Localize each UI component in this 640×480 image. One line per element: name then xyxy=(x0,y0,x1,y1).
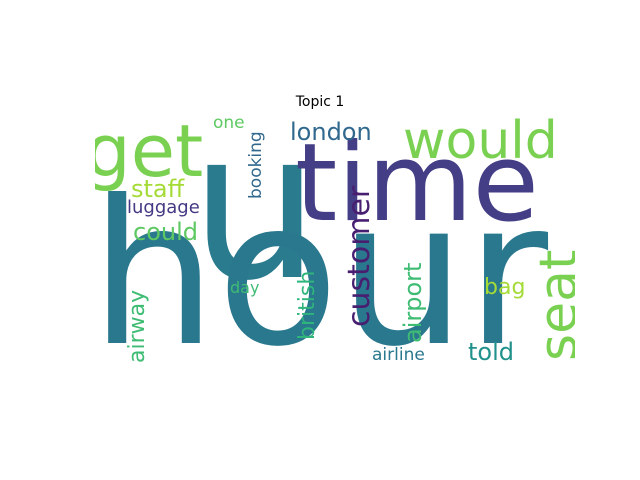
word-airline: airline xyxy=(372,345,425,365)
word-airport: airport xyxy=(399,262,427,343)
word-luggage: luggage xyxy=(127,197,200,218)
word-would: would xyxy=(403,115,558,171)
word-hour: hour xyxy=(95,158,549,366)
word-seat: seat xyxy=(529,249,575,361)
word-one: one xyxy=(213,115,245,133)
word-time: time xyxy=(295,121,540,246)
word-bag: bag xyxy=(484,275,526,300)
word-british: british xyxy=(295,270,320,340)
word-cloud: u hour time get would seat customer airp… xyxy=(95,115,575,365)
plot-title: Topic 1 xyxy=(295,94,345,110)
word-customer: customer xyxy=(342,185,377,327)
word-told: told xyxy=(468,338,514,365)
word-london: london xyxy=(290,118,372,146)
word-day: day xyxy=(230,278,260,297)
word-could: could xyxy=(133,218,198,246)
word-u: u xyxy=(190,115,320,326)
word-staff: staff xyxy=(131,175,185,203)
word-booking: booking xyxy=(246,131,266,199)
word-get: get xyxy=(95,115,204,193)
word-airway: airway xyxy=(125,289,150,363)
